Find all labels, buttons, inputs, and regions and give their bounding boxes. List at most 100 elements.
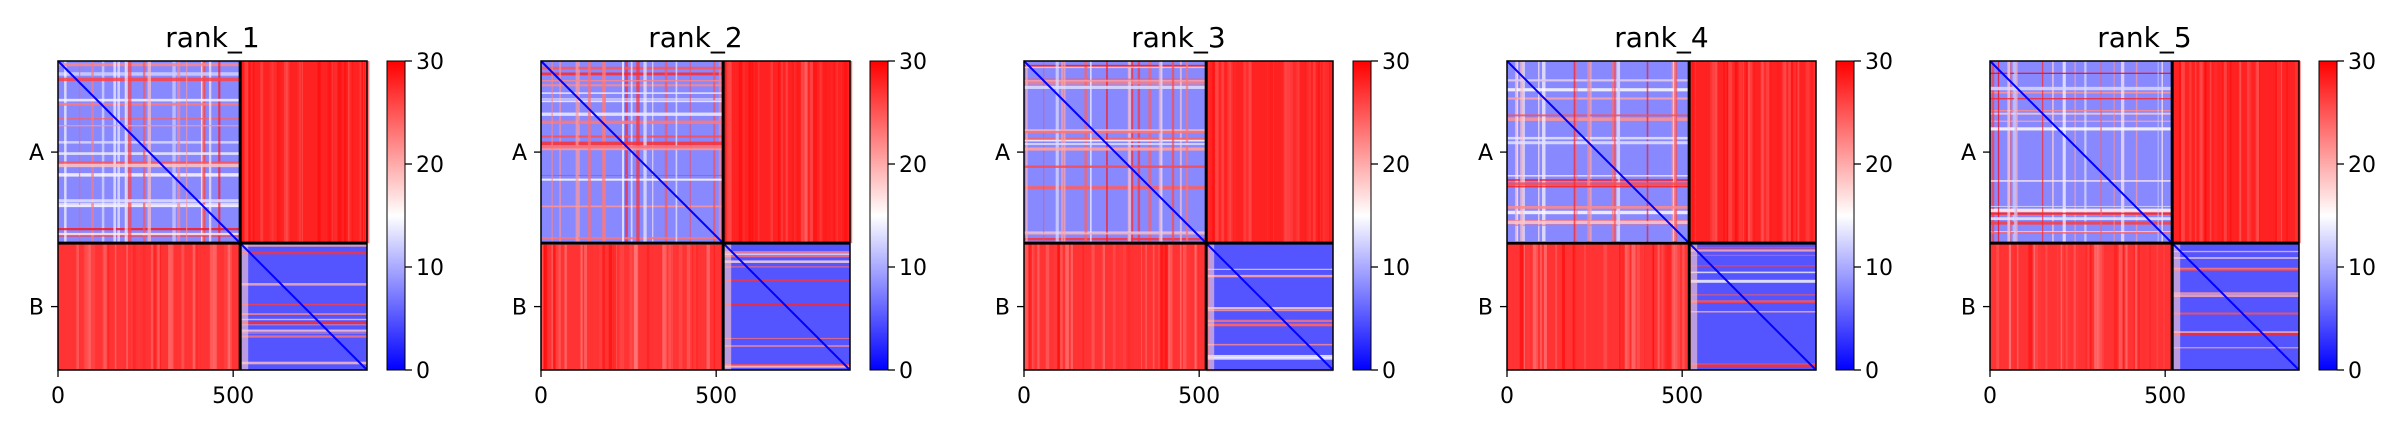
inter-chain-stripe bbox=[2273, 61, 2276, 244]
inter-chain-stripe bbox=[2209, 61, 2212, 244]
inter-chain-stripe bbox=[1555, 243, 1558, 370]
inter-chain-stripe bbox=[2028, 243, 2033, 370]
chain-a-col-stripe bbox=[652, 61, 654, 244]
inter-chain-stripe bbox=[819, 61, 823, 244]
inter-chain-stripe bbox=[800, 61, 804, 244]
chain-b-row-stripe bbox=[723, 364, 850, 367]
inter-chain-stripe bbox=[544, 243, 548, 370]
chain-a-row-stripe bbox=[58, 125, 241, 127]
inter-chain-stripe bbox=[1293, 61, 1297, 244]
chain-a-col-stripe bbox=[128, 61, 132, 244]
chain-a-row-stripe bbox=[541, 174, 724, 177]
inter-chain-stripe bbox=[1284, 61, 1287, 244]
chain-b-row-stripe bbox=[240, 321, 367, 324]
inter-chain-stripe bbox=[1243, 61, 1246, 244]
chain-a-row-stripe bbox=[1507, 221, 1690, 225]
chain-a-row-stripe bbox=[1024, 82, 1207, 85]
heatmap-panel-3: rank_3 0 500 A B 0 10 20 30 bbox=[995, 21, 1410, 409]
inter-chain-stripe bbox=[2246, 61, 2249, 244]
chain-b-row-stripe bbox=[723, 266, 850, 268]
x-tick-label: 500 bbox=[2144, 384, 2186, 409]
diagonal-line bbox=[540, 60, 851, 371]
chain-a-col-stripe bbox=[575, 61, 579, 244]
chain-a-col-stripe bbox=[2074, 61, 2076, 244]
inter-chain-stripe bbox=[1199, 243, 1203, 370]
chain-a-row-stripe bbox=[1024, 186, 1207, 190]
chain-a-col-stripe bbox=[1538, 61, 1540, 244]
chain-a-col-stripe bbox=[142, 61, 146, 244]
inter-chain-stripe bbox=[637, 243, 639, 370]
diagonal-line bbox=[57, 60, 368, 371]
inter-chain-stripe bbox=[199, 243, 201, 370]
inter-chain-stripe bbox=[2035, 243, 2038, 370]
chain-a-col-stripe bbox=[1090, 61, 1092, 244]
inter-chain-stripe bbox=[1167, 243, 1170, 370]
inter-chain-stripe bbox=[2163, 243, 2165, 370]
chain-a-col-stripe bbox=[2135, 61, 2138, 244]
heatmap-panel-5: rank_5 0 500 A B 0 10 20 30 bbox=[1961, 21, 2376, 409]
chain-a-col-stripe bbox=[1171, 61, 1175, 244]
inter-chain-stripe bbox=[337, 61, 342, 244]
chain-a-col-stripe bbox=[1542, 61, 1546, 244]
inter-chain-stripe bbox=[2142, 243, 2146, 370]
inter-chain-stripe bbox=[1031, 243, 1035, 370]
chain-b-row-stripe bbox=[723, 279, 850, 282]
chain-a-col-stripe bbox=[713, 61, 716, 244]
inter-chain-stripe bbox=[1797, 61, 1800, 244]
inter-chain-stripe bbox=[269, 61, 274, 244]
chain-a-row-stripe bbox=[541, 147, 724, 151]
chain-b-edge-band bbox=[1206, 243, 1215, 370]
chain-a-row-stripe bbox=[1507, 220, 1690, 222]
chain-b-row-stripe bbox=[723, 303, 850, 307]
chain-a-row-stripe bbox=[1507, 224, 1690, 226]
inter-chain-stripe bbox=[1325, 61, 1328, 244]
x-tick-label: 500 bbox=[212, 384, 254, 409]
chain-a-col-stripe bbox=[578, 61, 580, 244]
inter-chain-stripe bbox=[779, 61, 784, 244]
chain-b-row-stripe bbox=[1689, 311, 1816, 313]
colorbar-tick-label: 10 bbox=[2348, 256, 2376, 281]
y-tick-label: B bbox=[1478, 296, 1493, 321]
inter-chain-stripe bbox=[1187, 243, 1191, 370]
chain-a-col-stripe bbox=[1515, 61, 1517, 244]
chain-b-row-stripe bbox=[1689, 246, 1816, 249]
chain-a-row-stripe bbox=[1024, 232, 1207, 235]
inter-chain-stripe bbox=[1122, 243, 1126, 370]
chain-a-row-stripe bbox=[1024, 130, 1207, 134]
chain-b-row-stripe bbox=[2172, 268, 2299, 271]
inter-chain-stripe bbox=[181, 243, 185, 370]
inter-chain-stripe bbox=[813, 61, 817, 244]
inter-chain-stripe bbox=[1065, 243, 1069, 370]
chain-a-col-stripe bbox=[2084, 61, 2087, 244]
inter-chain-stripe bbox=[678, 243, 683, 370]
inter-chain-stripe bbox=[2016, 243, 2019, 370]
chain-a-col-stripe bbox=[1063, 61, 1066, 244]
chain-a-row-stripe bbox=[1024, 85, 1207, 89]
inter-chain-stripe bbox=[1671, 243, 1676, 370]
chain-b-row-stripe bbox=[1689, 254, 1816, 256]
inter-chain-stripe bbox=[1231, 61, 1233, 244]
inter-chain-stripe bbox=[2294, 61, 2298, 244]
chain-a-col-stripe bbox=[718, 61, 721, 244]
inter-chain-stripe bbox=[297, 61, 299, 244]
chain-a-col-stripe bbox=[1646, 61, 1649, 244]
chain-b-row-stripe bbox=[723, 260, 850, 263]
chain-a-col-stripe bbox=[1611, 61, 1614, 244]
chain-a-col-stripe bbox=[2157, 61, 2159, 244]
inter-chain-stripe bbox=[541, 243, 544, 370]
chain-b-row-stripe bbox=[1689, 294, 1816, 296]
inter-chain-stripe bbox=[1747, 61, 1750, 244]
inter-chain-stripe bbox=[2064, 243, 2068, 370]
inter-chain-stripe bbox=[1621, 243, 1623, 370]
chain-a-row-stripe bbox=[1507, 185, 1690, 188]
inter-chain-stripe bbox=[1091, 243, 1095, 370]
inter-chain-stripe bbox=[2133, 243, 2136, 370]
chain-a-row-stripe bbox=[1507, 114, 1690, 117]
colorbar-tick-label: 30 bbox=[416, 50, 444, 75]
inter-chain-stripe bbox=[668, 243, 672, 370]
inter-chain-stripe bbox=[1519, 243, 1524, 370]
chain-b-row-stripe bbox=[240, 303, 367, 306]
chain-a-col-stripe bbox=[1158, 61, 1162, 244]
chain-b-row-stripe bbox=[240, 251, 367, 255]
inter-chain-stripe bbox=[1543, 243, 1547, 370]
